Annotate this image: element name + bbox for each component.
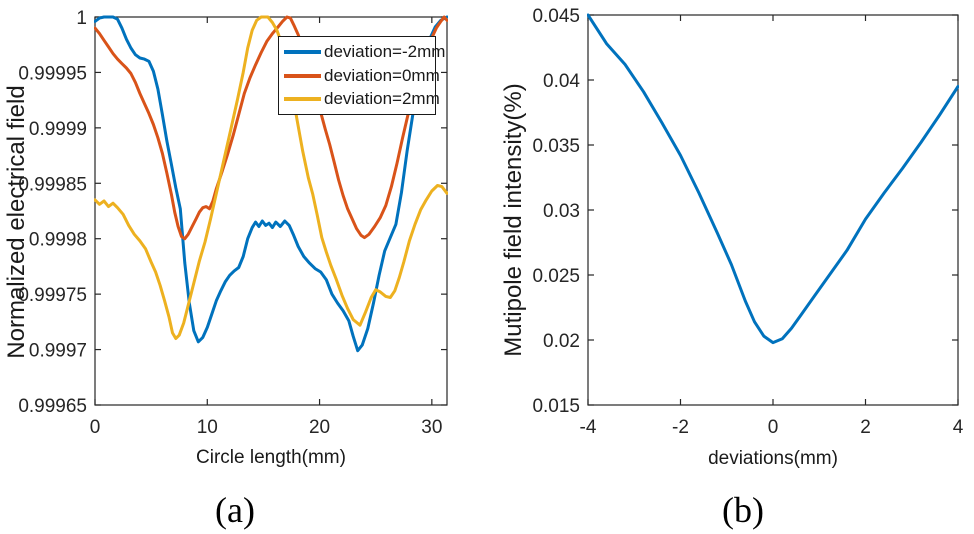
x-tick-label: -2 [672,417,689,438]
x-axis-label-b: deviations(mm) [708,448,838,469]
y-tick-label: 0.035 [532,136,580,157]
y-tick-label: 0.99995 [18,63,87,84]
series-line-a-1 [94,15,448,241]
legend-entry-label: deviation=0mm [324,65,440,85]
series-line-b-0 [587,13,959,345]
y-tick-label: 0.015 [532,396,580,417]
x-tick-label: 4 [953,417,964,438]
legend-line-sample [284,73,321,78]
x-tick-label: 10 [197,417,218,438]
panel-caption-a: (a) [215,490,255,530]
y-tick-label: 0.99965 [18,396,87,417]
x-tick-label: 30 [421,417,442,438]
series-line-a-0 [94,15,448,353]
y-axis-label-b: Mutipole field intensity(%) [500,83,527,357]
x-tick-label: 0 [768,417,779,438]
y-tick-label: 0.02 [543,331,580,352]
legend-entry-label: deviation=-2mm [324,41,446,61]
y-tick-label: 0.9998 [29,230,87,251]
y-tick-label: 0.04 [543,71,580,92]
series-line-a-2 [94,15,448,340]
legend-line-sample [284,49,321,54]
plot-box-a [94,16,448,406]
y-axis-label-a: Normalized electrical field [3,85,30,359]
x-tick-label: 0 [90,417,101,438]
legend-entry: deviation=0mm [279,64,440,88]
legend: deviation=-2mm deviation=0mm deviation=2… [278,36,445,115]
y-tick-label: 0.99985 [18,174,87,195]
y-tick-label: 0.9999 [29,119,87,140]
x-tick-label: -4 [580,417,597,438]
panel-caption-b: (b) [722,490,764,530]
legend-line-sample [284,97,321,102]
y-tick-label: 1 [76,8,87,29]
legend-entry: deviation=-2mm [279,40,445,64]
legend-entry: deviation=2mm [279,87,440,111]
y-tick-label: 0.025 [532,266,580,287]
x-tick-label: 2 [860,417,871,438]
y-tick-label: 0.99975 [18,285,87,306]
plot-box-b [587,14,959,406]
x-axis-label-a: Circle length(mm) [196,447,346,468]
x-tick-label: 20 [309,417,330,438]
y-tick-label: 0.03 [543,201,580,222]
y-tick-label: 0.9997 [29,341,87,362]
y-tick-label: 0.045 [532,6,580,27]
legend-entry-label: deviation=2mm [324,89,440,109]
